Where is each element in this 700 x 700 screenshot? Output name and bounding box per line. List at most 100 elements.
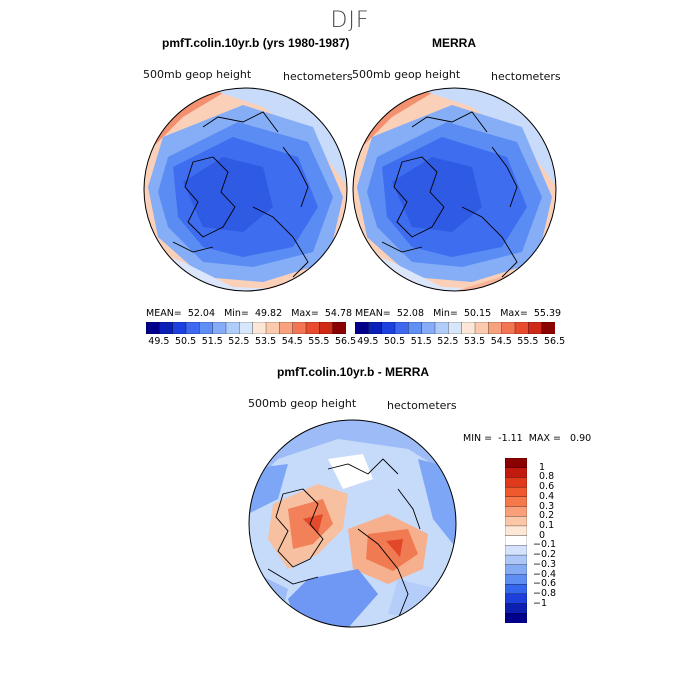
colorbar-swatch xyxy=(505,458,527,469)
colorbar-tick-label: 0 xyxy=(539,529,546,541)
colorbar-tick-label: 0.2 xyxy=(539,510,555,522)
colorbar-swatch xyxy=(199,322,214,334)
colorbar-tick-label: 0.1 xyxy=(539,519,555,531)
colorbar-swatch xyxy=(505,535,527,546)
colorbar-swatch xyxy=(541,322,555,334)
left-stats: MEAN= 52.04 Min= 49.82 Max= 54.78 xyxy=(146,308,352,319)
right-min-label: Min= xyxy=(433,308,458,319)
right-min-value: 50.15 xyxy=(463,308,492,319)
colorbar-swatch xyxy=(514,322,529,334)
right-max-label: Max= xyxy=(500,308,528,319)
colorbar-swatch xyxy=(159,322,174,334)
colorbar-swatch xyxy=(305,322,320,334)
colorbar-swatch xyxy=(265,322,280,334)
colorbar-swatch xyxy=(505,516,527,527)
right-variable-label: 500mb geop height xyxy=(352,68,461,81)
colorbar-tick-label: −0.3 xyxy=(533,558,557,570)
colorbar-tick-label: 0.8 xyxy=(539,471,555,483)
diff-min-value: -1.11 xyxy=(498,433,523,444)
colorbar-tick-label: 52.5 xyxy=(437,336,459,347)
colorbar-swatch xyxy=(505,574,527,585)
colorbar-swatch xyxy=(239,322,254,334)
colorbar-swatch xyxy=(474,322,489,334)
colorbar-tick-label: 55.5 xyxy=(308,336,330,347)
colorbar-tick-label: 49.5 xyxy=(148,336,170,347)
right-polar-map xyxy=(352,87,557,292)
left-colorbar xyxy=(146,322,346,334)
diff-colorbar-labels: 1 0.8 0.6 0.4 0.3 0.2 0.1 0 −0.1 −0.2 −0.3 −0.4 −0.6… xyxy=(533,458,573,623)
colorbar-swatch xyxy=(319,322,334,334)
colorbar-swatch xyxy=(212,322,227,334)
right-stats: MEAN= 52.08 Min= 50.15 Max= 55.39 xyxy=(355,308,561,319)
colorbar-swatch xyxy=(185,322,200,334)
colorbar-swatch xyxy=(528,322,543,334)
diff-units-label: hectometers xyxy=(387,399,457,412)
colorbar-swatch xyxy=(355,322,369,334)
colorbar-tick-label: 0.3 xyxy=(539,500,555,512)
colorbar-swatch xyxy=(448,322,463,334)
colorbar-tick-label: −1 xyxy=(533,597,548,609)
right-mean-value: 52.08 xyxy=(396,308,425,319)
colorbar-tick-label: 54.5 xyxy=(490,336,512,347)
right-map-border xyxy=(352,87,557,292)
colorbar-tick-label: 54.5 xyxy=(281,336,303,347)
colorbar-swatch xyxy=(505,584,527,595)
colorbar-swatch xyxy=(381,322,396,334)
colorbar-tick-label: 49.5 xyxy=(357,336,379,347)
colorbar-swatch xyxy=(501,322,516,334)
colorbar-tick-label: 51.5 xyxy=(410,336,432,347)
colorbar-swatch xyxy=(505,593,527,605)
colorbar-swatch xyxy=(505,525,527,537)
right-mean-label: MEAN= xyxy=(355,308,391,319)
colorbar-swatch xyxy=(332,322,346,334)
colorbar-tick-label: 53.5 xyxy=(464,336,486,347)
colorbar-swatch xyxy=(488,322,503,334)
left-max-label: Max= xyxy=(291,308,319,319)
diff-map-fill xyxy=(249,420,456,627)
colorbar-tick-label: −0.1 xyxy=(533,539,557,551)
colorbar-swatch xyxy=(434,322,449,334)
colorbar-swatch xyxy=(172,322,187,334)
left-panel-title: pmfT.colin.10yr.b (yrs 1980-1987) xyxy=(162,36,350,50)
colorbar-swatch xyxy=(505,486,527,498)
diff-stats: MIN = -1.11 MAX = 0.90 xyxy=(463,433,591,444)
colorbar-tick-label: 53.5 xyxy=(255,336,277,347)
right-units-label: hectometers xyxy=(491,70,561,83)
diff-max-value: 0.90 xyxy=(570,433,592,444)
right-coastlines xyxy=(381,111,518,278)
left-max-value: 54.78 xyxy=(324,308,353,319)
colorbar-swatch xyxy=(279,322,294,334)
colorbar-tick-label: 0.4 xyxy=(539,490,555,502)
diff-panel-title: pmfT.colin.10yr.b - MERRA xyxy=(277,365,430,379)
colorbar-swatch xyxy=(505,603,527,614)
colorbar-swatch xyxy=(146,322,160,334)
colorbar-tick-label: 52.5 xyxy=(228,336,250,347)
colorbar-tick-label: −0.4 xyxy=(533,568,557,580)
figure-title: DJF xyxy=(330,8,370,33)
colorbar-swatch xyxy=(505,496,527,507)
colorbar-tick-label: 56.5 xyxy=(544,336,566,347)
colorbar-swatch xyxy=(408,322,423,334)
diff-variable-label: 500mb geop height xyxy=(248,397,357,410)
colorbar-swatch xyxy=(394,322,409,334)
right-colorbar-labels: 49.5 50.5 51.5 52.5 53.5 54.5 55.5 56.5 xyxy=(355,336,565,348)
left-coastlines xyxy=(172,111,309,278)
colorbar-tick-label: 0.6 xyxy=(539,481,555,493)
colorbar-tick-label: 50.5 xyxy=(384,336,406,347)
colorbar-swatch xyxy=(505,613,527,623)
colorbar-swatch xyxy=(252,322,267,334)
colorbar-swatch xyxy=(505,467,527,478)
diff-max-label: MAX = xyxy=(528,433,561,444)
colorbar-swatch xyxy=(505,564,527,575)
left-variable-label: 500mb geop height xyxy=(143,68,252,81)
left-map-border xyxy=(143,87,348,292)
left-units-label: hectometers xyxy=(283,70,353,83)
right-max-value: 55.39 xyxy=(533,308,562,319)
left-colorbar-labels: 49.5 50.5 51.5 52.5 53.5 54.5 55.5 56.5 xyxy=(146,336,356,348)
colorbar-tick-label: −0.8 xyxy=(533,587,557,599)
left-min-value: 49.82 xyxy=(254,308,283,319)
right-panel-title: MERRA xyxy=(432,36,476,50)
left-mean-label: MEAN= xyxy=(146,308,182,319)
colorbar-tick-label: 50.5 xyxy=(175,336,197,347)
diff-map-border xyxy=(248,419,457,628)
